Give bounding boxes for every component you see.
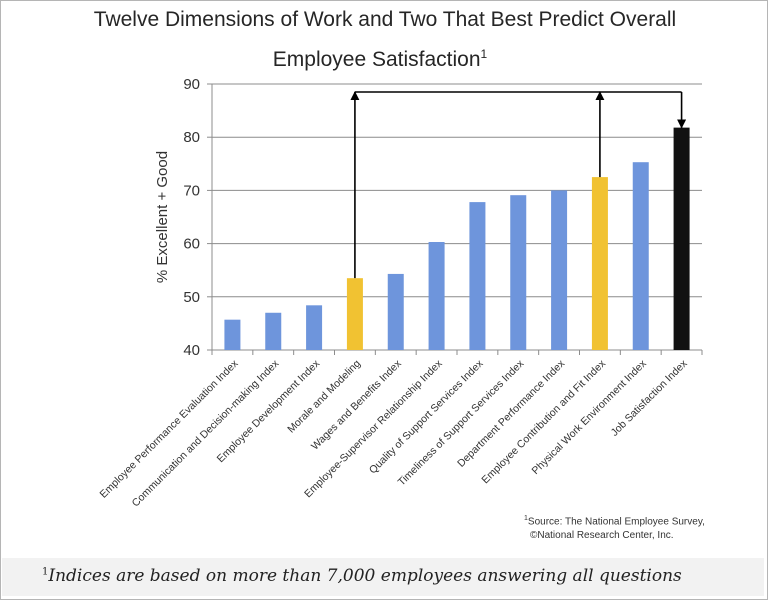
bar-8 [510,195,527,350]
y-tick-label: 90 [183,76,200,93]
bar-4 [346,278,363,350]
bar-9 [551,190,568,350]
y-tick-label: 40 [183,342,200,359]
y-tick-label: 70 [183,182,200,199]
bar-1 [224,319,241,350]
bar-11 [632,162,649,350]
x-tick-label: Job Satisfaction Index [609,357,691,439]
source-note: 1Source: The National Employee Survey, ©… [524,512,705,543]
footnote-bar [2,558,764,596]
x-tick-label: Employee Performance Evaluation Index [98,357,242,501]
predictor-arrows [350,91,687,279]
y-axis-label: % Excellent + Good [154,151,171,283]
chart-title-line-2: Employee Satisfaction1 [272,47,488,71]
bars [224,127,690,351]
footnote: 1Indices are based on more than 7,000 em… [42,566,682,586]
source-line-2: ©National Research Center, Inc. [530,530,674,542]
bar-3 [306,305,323,350]
bar-12 [673,127,690,351]
footnote-marker: 1 [42,566,49,578]
source-footnote-marker: 1 [524,515,528,522]
source-line-1: Source: The National Employee Survey, [527,516,705,528]
y-tick-label: 50 [183,289,200,306]
title-footnote-marker: 1 [480,47,488,61]
y-tick-label: 60 [183,236,200,253]
bar-7 [469,202,486,350]
footnote-text: Indices are based on more than 7,000 emp… [48,566,682,586]
x-tick-label: Morale and Modeling [285,358,363,436]
x-tick-label: Communication and Decision-making Index [130,357,282,509]
bar-6 [428,242,445,350]
grid-lines [207,83,702,351]
bar-5 [387,273,404,350]
bar-2 [265,312,282,350]
axes [211,84,703,355]
bar-10 [591,177,608,350]
chart-panel [2,2,742,558]
x-tick-labels: Employee Performance Evaluation IndexCom… [98,357,691,509]
y-tick-labels: 40 50 60 70 80 90 [183,76,200,359]
chart-title: Twelve Dimensions of Work and Two That B… [93,8,677,31]
y-tick-label: 80 [183,129,200,146]
